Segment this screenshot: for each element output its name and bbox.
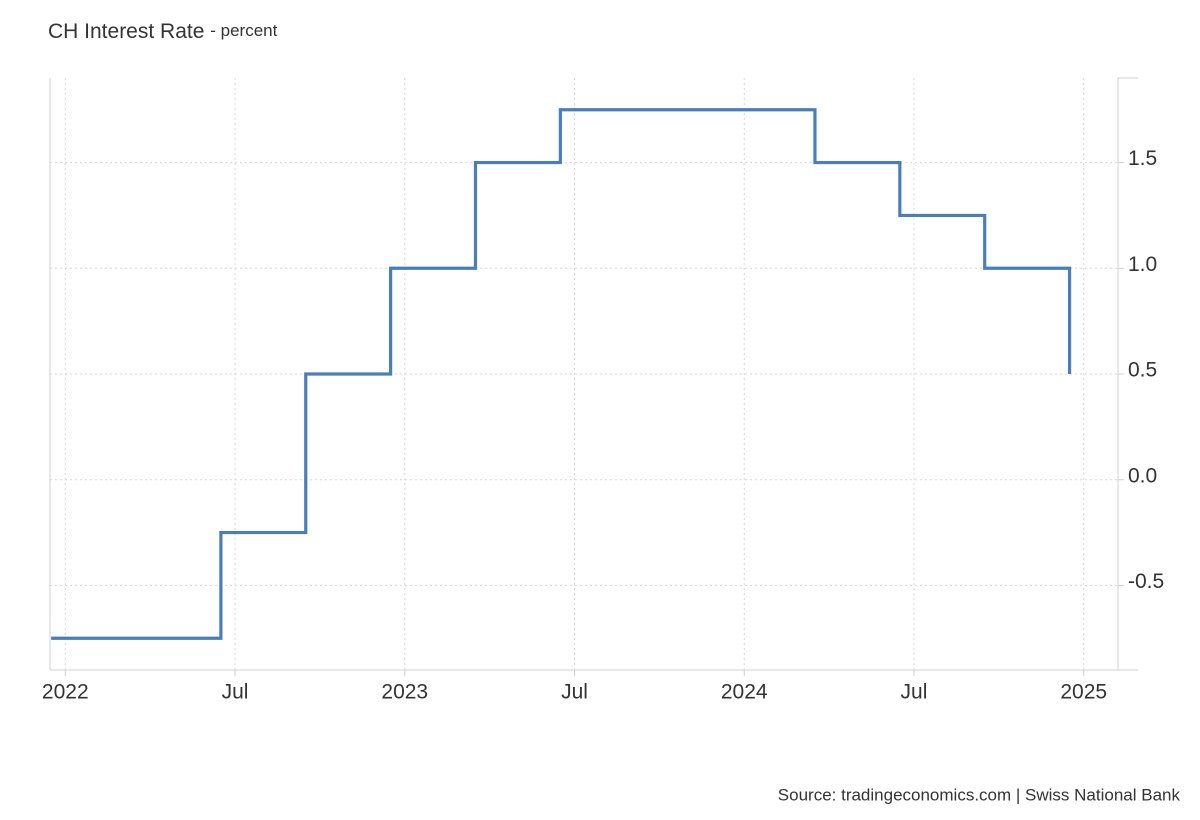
x-tick-label: Jul (222, 681, 249, 704)
y-tick-label: 1.0 (1128, 253, 1157, 276)
x-tick-label: 2025 (1060, 681, 1107, 704)
title: CH Interest Rate (48, 20, 204, 43)
x-tick-label: Jul (561, 681, 588, 704)
line-series (51, 108, 1072, 640)
x-tick-label: 2023 (381, 681, 428, 704)
y-tick-label: -0.5 (1128, 570, 1164, 593)
x-tick-label: 2024 (721, 681, 768, 704)
x-tick-label: 2022 (42, 681, 89, 704)
y-tick-label: 0.5 (1128, 359, 1157, 382)
x-tick-label: Jul (901, 681, 928, 704)
subtitle: - percent (210, 21, 277, 40)
chart-title: CH Interest Rate - percent (48, 20, 278, 43)
y-tick-label: 1.5 (1128, 147, 1157, 170)
source: Source: tradingeconomics.com | Swiss Nat… (778, 785, 1181, 804)
y-tick-label: 0.0 (1128, 464, 1157, 487)
